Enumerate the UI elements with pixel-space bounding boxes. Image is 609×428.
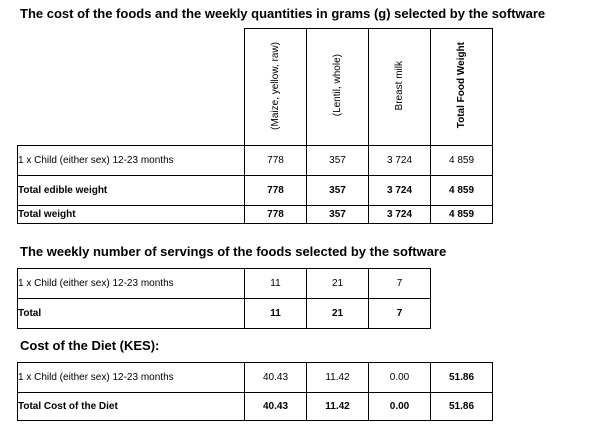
table-row: Total Cost of the Diet 40.43 11.42 0.00 … — [17, 392, 493, 421]
column-header: (Lentil, whole) — [306, 28, 369, 146]
cell-value: 11 — [244, 298, 307, 329]
weekly-servings-title: The weekly number of servings of the foo… — [20, 244, 447, 259]
cell-value: 3 724 — [368, 145, 431, 176]
cell-value: 0.00 — [368, 362, 431, 393]
cell-value: 11.42 — [306, 392, 369, 421]
row-label: Total weight — [17, 205, 245, 224]
cell-value: 357 — [306, 145, 369, 176]
table-row: 1 x Child (either sex) 12-23 months 11 2… — [17, 268, 431, 299]
row-label: 1 x Child (either sex) 12-23 months — [17, 145, 245, 176]
table-row: 1 x Child (either sex) 12-23 months 778 … — [17, 145, 493, 176]
column-header: Breast milk — [368, 28, 431, 146]
weekly-servings-table: 1 x Child (either sex) 12-23 months 11 2… — [17, 268, 431, 329]
cell-value: 40.43 — [244, 392, 307, 421]
cell-value: 11 — [244, 268, 307, 299]
cell-value: 7 — [368, 268, 431, 299]
row-label: Total edible weight — [17, 175, 245, 206]
column-header: Total Food Weight — [430, 28, 493, 146]
cell-value: 778 — [244, 205, 307, 224]
cell-value: 3 724 — [368, 175, 431, 206]
cell-value: 40.43 — [244, 362, 307, 393]
table-row: Total 11 21 7 — [17, 298, 431, 329]
cell-value: 21 — [306, 298, 369, 329]
weekly-quantities-table: (Maize, yellow, raw) (Lentil, whole) Bre… — [17, 28, 493, 224]
cell-value: 357 — [306, 205, 369, 224]
cell-value: 4 859 — [430, 145, 493, 176]
row-label: Total Cost of the Diet — [17, 392, 245, 421]
cell-value: 778 — [244, 145, 307, 176]
table-row: Total weight 778 357 3 724 4 859 — [17, 205, 493, 224]
weekly-quantities-title: The cost of the foods and the weekly qua… — [20, 6, 546, 21]
row-label: 1 x Child (either sex) 12-23 months — [17, 362, 245, 393]
column-header: (Maize, yellow, raw) — [244, 28, 307, 146]
cell-value: 4 859 — [430, 205, 493, 224]
cell-value: 0.00 — [368, 392, 431, 421]
table-row: Total edible weight 778 357 3 724 4 859 — [17, 175, 493, 206]
cell-value: 357 — [306, 175, 369, 206]
cell-value: 4 859 — [430, 175, 493, 206]
cell-value: 51.86 — [430, 362, 493, 393]
cell-value: 3 724 — [368, 205, 431, 224]
cell-value: 11.42 — [306, 362, 369, 393]
table-header-row: (Maize, yellow, raw) (Lentil, whole) Bre… — [18, 28, 493, 146]
row-label: Total — [17, 298, 245, 329]
table-row: 1 x Child (either sex) 12-23 months 40.4… — [17, 362, 493, 393]
cost-of-diet-title: Cost of the Diet (KES): — [20, 338, 160, 353]
cell-value: 778 — [244, 175, 307, 206]
cost-of-diet-table: 1 x Child (either sex) 12-23 months 40.4… — [17, 362, 493, 421]
cell-value: 7 — [368, 298, 431, 329]
cell-value: 21 — [306, 268, 369, 299]
cell-value: 51.86 — [430, 392, 493, 421]
row-label: 1 x Child (either sex) 12-23 months — [17, 268, 245, 299]
